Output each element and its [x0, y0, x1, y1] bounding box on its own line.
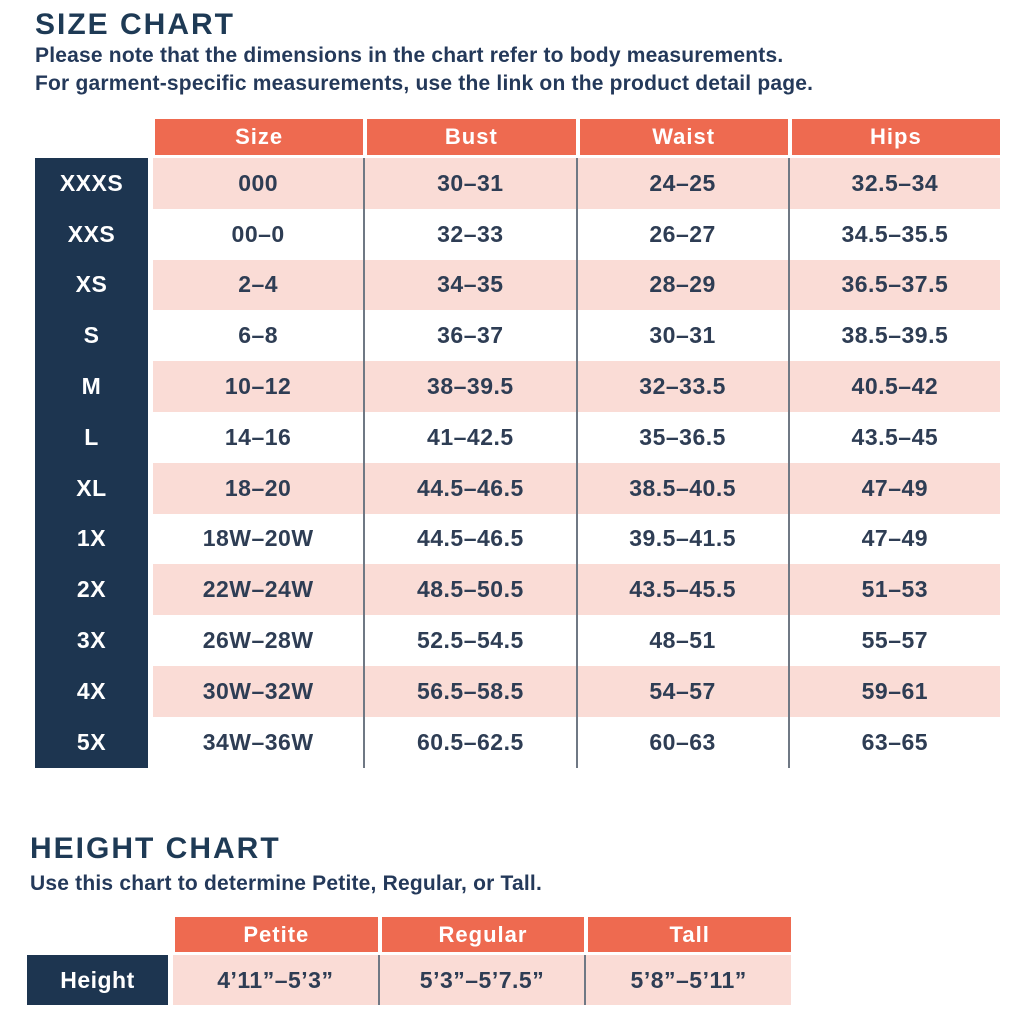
size-cell: 60.5–62.5 — [363, 716, 576, 768]
size-row-label: L — [35, 411, 148, 463]
size-cell: 48–51 — [575, 615, 788, 666]
size-row-label: XL — [35, 462, 148, 514]
height-row: Height 4’11”–5’3” 5’3”–5’7.5” 5’8”–5’11” — [27, 955, 792, 1005]
size-cell: 22W–24W — [153, 564, 364, 616]
size-cell: 000 — [153, 158, 364, 209]
height-chart-header-row: Petite Regular Tall — [27, 917, 792, 952]
size-cell: 28–29 — [575, 259, 788, 311]
height-row-label: Height — [27, 955, 168, 1005]
size-row-xl: XL 18–20 44.5–46.5 38.5–40.5 47–49 — [35, 462, 1000, 514]
height-col-header-tall: Tall — [588, 917, 792, 952]
size-chart-header-spacer — [35, 119, 153, 155]
size-cell: 47–49 — [787, 462, 1000, 514]
size-cell: 40.5–42 — [787, 361, 1000, 412]
size-row-label: 3X — [35, 615, 148, 666]
size-cell: 24–25 — [575, 158, 788, 209]
height-cell: 5’3”–5’7.5” — [377, 955, 585, 1005]
size-cell: 59–61 — [787, 665, 1000, 717]
size-cell: 44.5–46.5 — [363, 462, 576, 514]
size-cell: 60–63 — [575, 716, 788, 768]
size-row-m: M 10–12 38–39.5 32–33.5 40.5–42 — [35, 361, 1000, 412]
size-cell: 34W–36W — [153, 716, 364, 768]
size-cell: 34.5–35.5 — [787, 208, 1000, 260]
size-row-s: S 6–8 36–37 30–31 38.5–39.5 — [35, 310, 1000, 362]
size-row-xs: XS 2–4 34–35 28–29 36.5–37.5 — [35, 259, 1000, 311]
height-chart-title: HEIGHT CHART — [30, 832, 281, 865]
size-cell: 18W–20W — [153, 513, 364, 565]
size-cell: 14–16 — [153, 411, 364, 463]
size-cell: 32–33.5 — [575, 361, 788, 412]
size-chart-note-line1: Please note that the dimensions in the c… — [35, 44, 784, 67]
size-cell: 18–20 — [153, 462, 364, 514]
size-row-xxs: XXS 00–0 32–33 26–27 34.5–35.5 — [35, 208, 1000, 260]
height-cell: 4’11”–5’3” — [173, 955, 378, 1005]
size-row-l: L 14–16 41–42.5 35–36.5 43.5–45 — [35, 411, 1000, 463]
height-chart-table: Petite Regular Tall Height 4’11”–5’3” 5’3”–5… — [27, 917, 792, 1005]
size-cell: 47–49 — [787, 513, 1000, 565]
size-row-label: XXXS — [35, 158, 148, 209]
size-cell: 63–65 — [787, 716, 1000, 768]
size-chart-table: Size Bust Waist Hips XXXS 000 30–31 24–25 32.5–… — [35, 119, 1000, 768]
size-cell: 38.5–39.5 — [787, 310, 1000, 362]
size-cell: 39.5–41.5 — [575, 513, 788, 565]
size-row-label: 2X — [35, 564, 148, 616]
size-cell: 38.5–40.5 — [575, 462, 788, 514]
height-chart-body: Height 4’11”–5’3” 5’3”–5’7.5” 5’8”–5’11” — [27, 955, 792, 1005]
size-cell: 36–37 — [363, 310, 576, 362]
size-cell: 6–8 — [153, 310, 364, 362]
size-cell: 55–57 — [787, 615, 1000, 666]
size-cell: 10–12 — [153, 361, 364, 412]
size-row-label: XXS — [35, 208, 148, 260]
size-row-label: M — [35, 361, 148, 412]
size-col-header-size: Size — [155, 119, 364, 155]
size-chart-title: SIZE CHART — [35, 8, 235, 41]
size-col-header-bust: Bust — [367, 119, 576, 155]
size-cell: 26W–28W — [153, 615, 364, 666]
size-cell: 36.5–37.5 — [787, 259, 1000, 311]
size-cell: 51–53 — [787, 564, 1000, 616]
size-cell: 56.5–58.5 — [363, 665, 576, 717]
size-cell: 32.5–34 — [787, 158, 1000, 209]
size-cell: 48.5–50.5 — [363, 564, 576, 616]
size-cell: 30–31 — [575, 310, 788, 362]
size-cell: 52.5–54.5 — [363, 615, 576, 666]
size-cell: 30–31 — [363, 158, 576, 209]
size-row-2x: 2X 22W–24W 48.5–50.5 43.5–45.5 51–53 — [35, 564, 1000, 616]
size-row-3x: 3X 26W–28W 52.5–54.5 48–51 55–57 — [35, 615, 1000, 666]
size-cell: 30W–32W — [153, 665, 364, 717]
size-cell: 38–39.5 — [363, 361, 576, 412]
height-chart-header-spacer — [27, 917, 173, 952]
size-row-label: 1X — [35, 513, 148, 565]
size-row-label: S — [35, 310, 148, 362]
size-cell: 00–0 — [153, 208, 364, 260]
height-cell: 5’8”–5’11” — [584, 955, 792, 1005]
size-cell: 34–35 — [363, 259, 576, 311]
size-cell: 54–57 — [575, 665, 788, 717]
size-cell: 35–36.5 — [575, 411, 788, 463]
size-cell: 26–27 — [575, 208, 788, 260]
size-cell: 41–42.5 — [363, 411, 576, 463]
size-col-header-hips: Hips — [791, 119, 1000, 155]
size-chart-note-line2: For garment-specific measurements, use t… — [35, 72, 814, 95]
size-row-4x: 4X 30W–32W 56.5–58.5 54–57 59–61 — [35, 665, 1000, 717]
size-row-1x: 1X 18W–20W 44.5–46.5 39.5–41.5 47–49 — [35, 513, 1000, 565]
height-chart-note: Use this chart to determine Petite, Regu… — [30, 872, 543, 895]
height-col-header-regular: Regular — [381, 917, 585, 952]
size-row-label: 4X — [35, 665, 148, 717]
size-cell: 44.5–46.5 — [363, 513, 576, 565]
size-cell: 43.5–45.5 — [575, 564, 788, 616]
size-row-5x: 5X 34W–36W 60.5–62.5 60–63 63–65 — [35, 716, 1000, 768]
size-col-header-waist: Waist — [579, 119, 788, 155]
size-chart-note: Please note that the dimensions in the c… — [35, 42, 813, 98]
size-cell: 2–4 — [153, 259, 364, 311]
size-cell: 32–33 — [363, 208, 576, 260]
size-chart-body: XXXS 000 30–31 24–25 32.5–34 XXS 00–0 32–33 26–2… — [35, 158, 1000, 768]
size-row-label: XS — [35, 259, 148, 311]
height-col-header-petite: Petite — [175, 917, 378, 952]
size-chart-header-row: Size Bust Waist Hips — [35, 119, 1000, 155]
size-cell: 43.5–45 — [787, 411, 1000, 463]
size-row-xxxs: XXXS 000 30–31 24–25 32.5–34 — [35, 158, 1000, 209]
size-row-label: 5X — [35, 716, 148, 768]
